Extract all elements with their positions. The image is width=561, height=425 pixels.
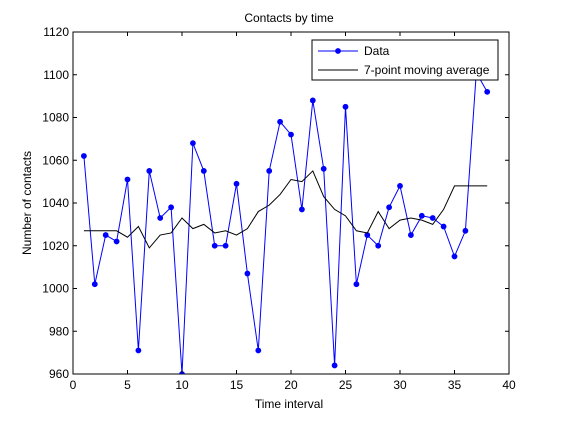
legend-swatch-marker	[335, 48, 341, 54]
data-point	[168, 204, 175, 211]
legend: Data 7-point moving average	[311, 39, 499, 81]
x-tick-label: 5	[124, 378, 131, 392]
data-point	[113, 238, 120, 245]
legend-entry-label: 7-point moving average	[364, 63, 490, 77]
y-tick-label: 1120	[43, 25, 69, 39]
data-point	[102, 232, 109, 238]
data-point	[418, 212, 425, 219]
chart-title: Contacts by time	[244, 11, 334, 25]
y-tick-label: 1000	[42, 282, 69, 296]
series-layer	[81, 69, 491, 374]
legend-entry-label: Data	[364, 44, 390, 58]
data-point	[353, 281, 360, 288]
data-point	[386, 204, 393, 211]
data-point	[91, 281, 98, 288]
data-point	[451, 253, 458, 260]
y-tick-label: 1020	[42, 239, 69, 253]
data-point	[255, 347, 262, 354]
x-tick-label: 40	[502, 378, 516, 392]
data-point	[233, 180, 240, 187]
data-point	[397, 183, 403, 189]
data-point	[211, 242, 218, 249]
data-point	[277, 118, 284, 125]
x-axis-label: Time interval	[255, 397, 323, 411]
plot-area	[72, 31, 510, 375]
data-point	[484, 88, 491, 95]
data-point	[299, 206, 305, 213]
y-tick-label: 1100	[43, 68, 69, 82]
y-tick-label: 960	[49, 367, 69, 381]
y-axis-label: Number of contacts	[20, 151, 34, 255]
x-tick-label: 20	[284, 378, 298, 392]
y-tick-label: 1040	[42, 196, 69, 210]
data-point	[440, 223, 447, 230]
plot-frame	[72, 31, 510, 375]
data-point	[81, 153, 87, 159]
data-point	[222, 242, 229, 249]
data-point	[200, 168, 207, 174]
x-tick-label: 35	[448, 378, 462, 392]
x-tick-label: 15	[230, 378, 244, 392]
data-point	[190, 140, 196, 147]
series-line-2	[83, 170, 488, 249]
data-point	[462, 227, 469, 234]
data-point	[124, 176, 131, 183]
data-point	[375, 242, 382, 249]
x-tick-label: 0	[70, 378, 77, 392]
data-point	[288, 131, 294, 138]
data-point	[342, 103, 349, 110]
data-point	[157, 215, 164, 221]
x-tick-label: 30	[393, 378, 407, 392]
data-point	[429, 215, 436, 221]
data-point	[266, 168, 273, 174]
data-point	[331, 362, 338, 369]
y-tick-label: 1060	[42, 153, 69, 167]
ticks-layer: 0 5 10 15 20 25 30 35 40 960 980 1000 1020 1040 1060 10…	[42, 25, 516, 392]
series-line-1	[83, 70, 488, 374]
data-point	[309, 97, 316, 104]
data-point	[146, 168, 153, 174]
y-tick-label: 980	[49, 324, 69, 338]
y-tick-label: 1080	[42, 111, 69, 125]
x-tick-label: 10	[175, 378, 189, 392]
legend-box	[311, 39, 499, 81]
data-point	[244, 270, 251, 277]
data-point	[320, 165, 327, 172]
data-point	[408, 232, 414, 238]
x-tick-label: 25	[339, 378, 353, 392]
data-point	[135, 347, 142, 354]
